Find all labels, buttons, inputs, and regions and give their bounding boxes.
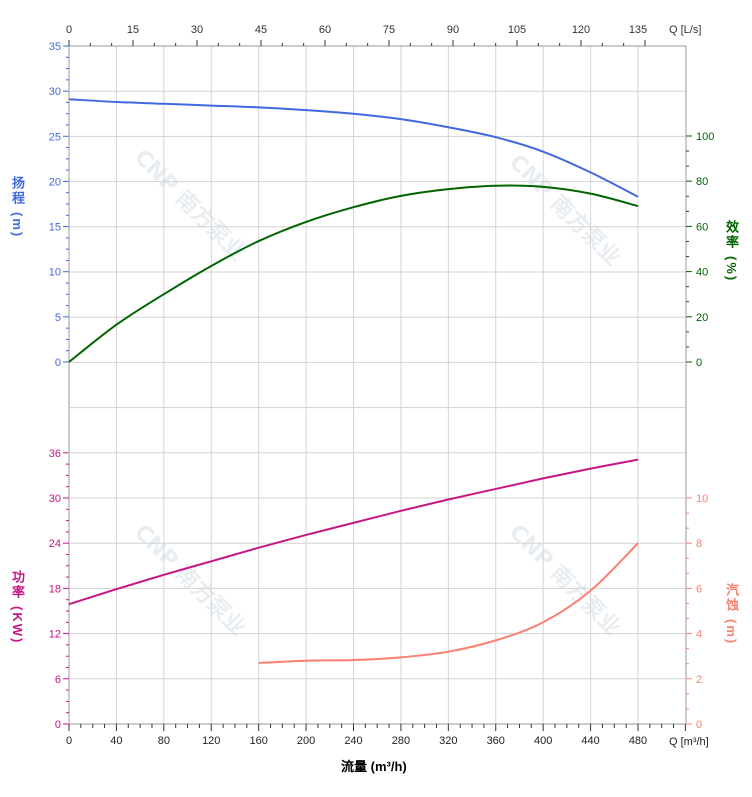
x-axis-bottom-tick-label: 0 (66, 735, 72, 747)
x-axis-bottom-tick-label: 440 (581, 735, 599, 747)
efficiency-axis-tick-label: 40 (696, 267, 708, 279)
x-axis-bottom-tick-label: 40 (110, 735, 122, 747)
efficiency-curve (68, 184, 639, 363)
x-axis-top-tick-label: 75 (383, 24, 395, 36)
power-label: 功率 (10, 570, 25, 600)
head-axis-tick-label: 5 (55, 312, 61, 324)
head-axis-tick-label: 30 (49, 86, 61, 98)
efficiency-axis-tick-label: 100 (696, 131, 714, 143)
x-axis-bottom-tick-label: 120 (202, 735, 220, 747)
npsh-axis-tick-label: 0 (696, 719, 702, 731)
efficiency-axis-tick-label: 0 (696, 357, 702, 369)
efficiency-label: 效率 (724, 220, 739, 250)
x-axis-top-tick-label: 135 (629, 24, 647, 36)
x-axis-top-tick-label: 60 (319, 24, 331, 36)
npsh-axis-tick-label: 4 (696, 629, 702, 641)
head-unit: (m) (10, 212, 25, 239)
npsh-axis-tick-label: 6 (696, 583, 702, 595)
npsh-label: 汽蚀 (724, 583, 739, 613)
x-axis-top-tick-label: 90 (447, 24, 459, 36)
x-axis-bottom-tick-label: 80 (158, 735, 170, 747)
x-axis-bottom-tick-label: 240 (344, 735, 362, 747)
x-axis-top-tick-label: 15 (127, 24, 139, 36)
power-axis-tick-label: 0 (55, 719, 61, 731)
power-axis-tick-label: 6 (55, 674, 61, 686)
head-axis-tick-label: 10 (49, 267, 61, 279)
power-axis-tick-label: 36 (49, 448, 61, 460)
head-curve (68, 98, 639, 198)
x-axis-top-tick-label: 45 (255, 24, 267, 36)
efficiency-unit: (%) (724, 256, 739, 283)
power-unit: (KW) (10, 606, 25, 645)
x-axis-bottom-tick-label: 480 (629, 735, 647, 747)
npsh-axis-tick-label: 10 (696, 493, 708, 505)
x-axis-bottom-tick-label: 360 (487, 735, 505, 747)
x-axis-top-unit: Q [L/s] (669, 24, 701, 36)
power-axis-tick-label: 12 (49, 629, 61, 641)
efficiency-axis-tick-label: 60 (696, 221, 708, 233)
x-axis-bottom-tick-label: 400 (534, 735, 552, 747)
watermark-logo: CNP 南方泵业 (504, 519, 626, 641)
power-axis-tick-label: 30 (49, 493, 61, 505)
power-axis-title: 功率 (KW) (8, 570, 27, 644)
npsh-axis-tick-label: 2 (696, 674, 702, 686)
npsh-axis-tick-label: 8 (696, 538, 702, 550)
x-axis-title: 流量 (m³/h) (341, 759, 407, 774)
x-axis-top-tick-label: 120 (572, 24, 590, 36)
head-axis-tick-label: 0 (55, 357, 61, 369)
x-axis-bottom-tick-label: 200 (297, 735, 315, 747)
x-axis-top-tick-label: 30 (191, 24, 203, 36)
x-axis-bottom-tick-label: 280 (392, 735, 410, 747)
efficiency-axis-tick-label: 80 (696, 176, 708, 188)
efficiency-axis-tick-label: 20 (696, 312, 708, 324)
x-axis-bottom-tick-label: 320 (439, 735, 457, 747)
x-axis-bottom-unit: Q [m³/h] (669, 736, 709, 748)
power-axis-tick-label: 24 (49, 538, 61, 550)
watermark-logo: CNP 南方泵业 (504, 149, 626, 271)
head-axis-tick-label: 25 (49, 131, 61, 143)
npsh-unit: (m) (724, 619, 739, 646)
head-label: 扬程 (10, 176, 25, 206)
head-axis-title: 扬程 (m) (8, 176, 27, 238)
npsh-curve (258, 542, 639, 664)
efficiency-axis-title: 效率 (%) (722, 220, 741, 282)
x-axis-top-tick-label: 0 (66, 24, 72, 36)
head-axis-tick-label: 15 (49, 222, 61, 234)
power-axis-tick-label: 18 (49, 583, 61, 595)
npsh-axis-title: 汽蚀 (m) (722, 583, 741, 645)
watermark-logo: CNP 南方泵业 (129, 144, 251, 266)
head-axis-tick-label: 35 (49, 41, 61, 53)
x-axis-bottom-tick-label: 160 (249, 735, 267, 747)
x-axis-top-tick-label: 105 (508, 24, 526, 36)
power-curve (68, 458, 639, 606)
head-axis-tick-label: 20 (49, 176, 61, 188)
